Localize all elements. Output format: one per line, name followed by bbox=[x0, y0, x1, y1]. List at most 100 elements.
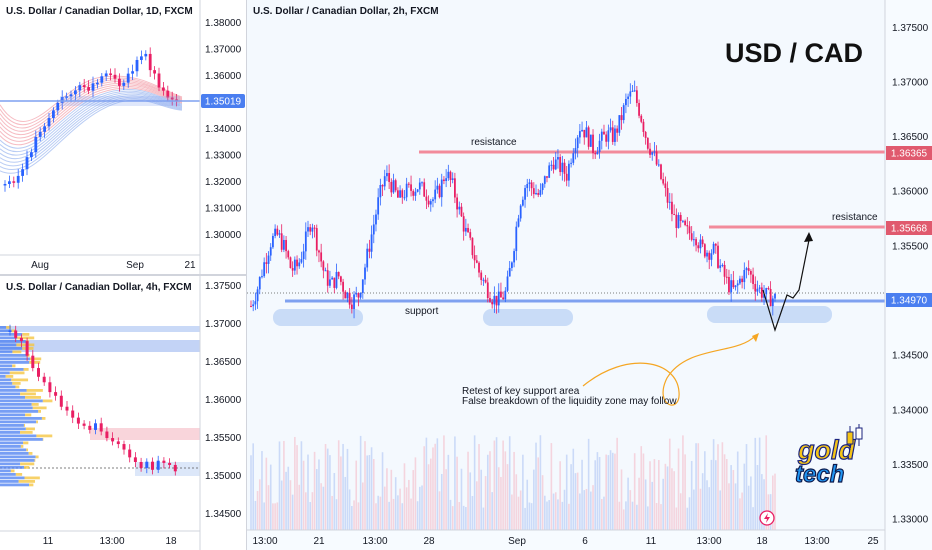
volume-bar bbox=[673, 471, 675, 530]
candle bbox=[425, 196, 428, 201]
candle bbox=[145, 461, 149, 468]
candle bbox=[12, 181, 16, 183]
candle bbox=[298, 262, 301, 267]
candle bbox=[307, 227, 309, 232]
volume-profile-bar bbox=[29, 357, 42, 361]
candle bbox=[714, 243, 717, 246]
volume-bar bbox=[390, 469, 393, 530]
x-tick-label: 18 bbox=[165, 536, 177, 547]
candle bbox=[91, 83, 95, 91]
volume-bar bbox=[526, 479, 529, 530]
volume-bar bbox=[524, 507, 526, 530]
volume-bar bbox=[313, 451, 316, 530]
candle bbox=[478, 262, 480, 273]
liquidity-zone-3 bbox=[707, 306, 832, 323]
candle bbox=[692, 239, 695, 241]
y-tick-label: 1.36000 bbox=[205, 71, 242, 82]
volume-bar bbox=[590, 491, 592, 530]
volume-profile-bar bbox=[29, 483, 34, 487]
volume-bar bbox=[554, 492, 557, 530]
volume-profile-bar bbox=[5, 375, 14, 378]
candle bbox=[291, 268, 294, 271]
volume-bar bbox=[651, 481, 654, 530]
volume-profile-bar bbox=[42, 399, 53, 403]
candle bbox=[278, 233, 281, 235]
candle bbox=[76, 417, 80, 424]
volume-profile-bar bbox=[36, 420, 38, 424]
volume-bar bbox=[412, 470, 415, 530]
candle bbox=[462, 216, 465, 232]
candle bbox=[563, 162, 566, 174]
volume-bar bbox=[440, 473, 443, 530]
candle bbox=[554, 159, 557, 170]
candle bbox=[480, 272, 483, 281]
volume-bar bbox=[682, 435, 684, 530]
candle bbox=[432, 199, 434, 202]
candle bbox=[589, 134, 592, 147]
candle bbox=[640, 115, 643, 122]
candle bbox=[353, 294, 355, 310]
candle bbox=[421, 182, 423, 184]
volume-bar bbox=[535, 442, 537, 530]
candle bbox=[618, 115, 621, 133]
volume-bar bbox=[258, 479, 261, 530]
volume-bar bbox=[333, 473, 336, 530]
candle bbox=[37, 368, 40, 377]
candle bbox=[48, 382, 52, 393]
candle bbox=[34, 136, 38, 153]
volume-bar bbox=[429, 458, 432, 530]
volume-bar bbox=[699, 488, 702, 530]
volume-bar bbox=[307, 454, 309, 530]
volume-bar bbox=[495, 437, 498, 530]
volume-bar bbox=[644, 479, 647, 530]
candle bbox=[47, 118, 51, 127]
candle bbox=[135, 59, 139, 72]
volume-bar bbox=[421, 485, 423, 530]
volume-bar bbox=[372, 459, 375, 530]
volume-bar bbox=[585, 488, 588, 530]
candle bbox=[293, 259, 296, 271]
volume-bar bbox=[684, 454, 686, 530]
x-tick-label: 13:00 bbox=[696, 536, 721, 547]
candle bbox=[616, 128, 619, 133]
candle bbox=[706, 252, 708, 257]
volume-profile-bar bbox=[0, 452, 29, 455]
candle bbox=[100, 76, 104, 83]
panel-main: resistance resistance support Retest of … bbox=[247, 0, 932, 550]
candle bbox=[668, 201, 671, 203]
volume-profile-bar bbox=[23, 368, 29, 371]
candle bbox=[537, 193, 540, 195]
resistance-badge-text: 1.36365 bbox=[891, 149, 928, 160]
candle bbox=[329, 279, 331, 286]
candle bbox=[721, 264, 724, 266]
volume-profile-bar bbox=[25, 413, 32, 417]
volume-bar bbox=[734, 483, 737, 530]
candle bbox=[357, 293, 360, 298]
candle bbox=[660, 164, 662, 180]
volume-profile-bar bbox=[0, 438, 43, 441]
volume-profile-bar bbox=[23, 441, 29, 445]
volume-profile-bar bbox=[0, 403, 32, 406]
volume-bar bbox=[763, 479, 765, 530]
volume-bar bbox=[688, 497, 691, 530]
candle bbox=[99, 423, 103, 432]
candle bbox=[390, 181, 393, 193]
candle bbox=[252, 304, 255, 307]
volume-bar bbox=[675, 507, 678, 530]
volume-bar bbox=[594, 460, 597, 530]
note-line-1: Retest of key support area bbox=[462, 386, 580, 397]
candle bbox=[638, 103, 640, 116]
volume-bar bbox=[603, 496, 605, 530]
candle bbox=[666, 187, 669, 203]
volume-profile-bar bbox=[0, 347, 23, 350]
candle bbox=[475, 260, 478, 263]
volume-bar bbox=[725, 459, 728, 530]
y-tick-label: 1.36000 bbox=[205, 395, 242, 406]
volume-bar bbox=[690, 460, 693, 530]
candle bbox=[82, 85, 86, 88]
volume-bar bbox=[715, 460, 717, 530]
candle bbox=[335, 271, 338, 288]
volume-bar bbox=[478, 444, 480, 530]
support-badge bbox=[886, 293, 932, 307]
volume-bar bbox=[611, 452, 614, 530]
